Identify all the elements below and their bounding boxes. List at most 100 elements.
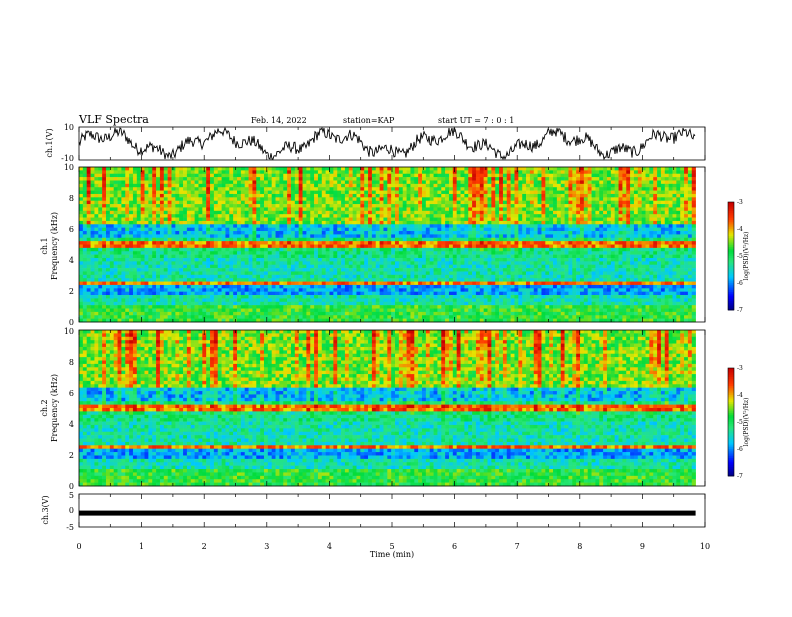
spectrogram-cell [186,180,192,185]
spectrogram-cell [506,227,511,232]
spectrogram-cell [576,244,581,249]
spectrogram-cell [298,254,303,259]
spectrogram-cell [252,204,257,208]
spectrogram-cell [121,193,126,198]
spectrogram-cell [213,261,219,266]
spectrogram-cell [541,254,546,259]
spectrogram-cell [167,170,172,175]
spectrogram-cell [472,244,477,249]
spectrogram-cell [314,234,319,239]
spectrogram-cell [448,200,454,205]
spectrogram-cell [175,227,180,232]
spectrogram-cell [252,261,257,266]
spectrogram-cell [576,200,581,205]
spectrogram-cell [186,167,192,171]
spectrogram-cell [414,261,419,266]
spectrogram-cell [664,177,669,181]
spectrogram-cell [144,193,149,198]
spectrogram-cell [506,173,511,178]
spectrogram-cell [564,234,569,239]
spectrogram-cell [352,204,357,208]
spectrogram-cell [418,170,423,175]
spectrogram-cell [460,217,465,222]
spectrogram-cell [244,190,249,195]
spectrogram-cell [572,180,577,185]
spectrogram-cell [630,217,635,222]
spectrogram-cell [522,217,527,222]
spectrogram-cell [626,210,631,215]
spectrogram-cell [156,231,161,235]
spectrogram-cell [136,231,141,235]
spectrogram-cell [572,177,577,181]
spectrogram-cell [383,244,388,249]
spectrogram-cell [213,193,219,198]
spectrogram-cell [603,204,608,208]
spectrogram-cell [125,224,130,228]
spectrogram-cell [167,268,172,272]
spectrogram-cell [456,193,461,198]
spectrogram-cell [206,254,211,259]
spectrogram-cell [510,244,515,249]
spectrogram-cell [491,231,496,235]
spectrogram-cell [117,200,122,205]
spectrogram-cell [271,177,276,181]
spectrogram-cell [383,207,388,212]
spectrogram-cell [271,210,276,215]
spectrogram-cell [267,197,272,201]
spectrogram-cell [248,217,253,222]
spectrogram-cell [329,197,334,201]
spectrogram-cell [79,200,84,205]
spectrogram-cell [244,193,249,198]
spectrogram-cell [275,193,280,198]
spectrogram-cell [287,214,292,218]
spectrogram-cell [518,210,523,215]
spectrogram-cell [618,254,623,259]
spectrogram-cell [441,247,446,252]
spectrogram-cell [637,264,642,269]
spectrogram-cell [171,173,176,178]
spectrogram-cell [287,167,292,171]
spectrogram-cell [113,197,118,201]
spectrogram-cell [248,264,253,269]
spectrogram-cell [456,177,461,181]
spectrogram-cell [580,177,585,181]
spectrogram-cell [368,254,373,259]
spectrogram-cell [587,224,592,228]
spectrogram-cell [421,183,427,188]
spectrogram-cell [637,257,642,262]
spectrogram-cell [637,237,642,242]
spectrogram-cell [684,231,689,235]
spectrogram-cell [645,220,650,225]
spectrogram-cell [244,234,249,239]
spectrogram-cell [591,254,596,259]
spectrogram-cell [522,237,527,242]
spectrogram-cell [502,193,508,198]
spectrogram-cell [283,251,288,255]
spectrogram-cell [572,217,577,222]
spectrogram-cell [271,220,276,225]
spectrogram-cell [221,224,226,228]
spectrogram-cell [290,227,296,232]
spectrogram-cell [159,257,165,262]
spectrogram-cell [360,227,365,232]
spectrogram-cell [653,217,658,222]
spectrogram-cell [475,224,481,228]
spectrogram-cell [479,187,484,191]
spectrogram-cell [564,187,569,191]
spectrogram-cell [549,220,554,225]
spectrogram-cell [533,177,538,181]
spectrogram-cell [610,180,615,185]
spectrogram-cell [290,180,296,185]
spectrogram-cell [564,220,569,225]
spectrogram-cell [445,254,450,259]
spectrogram-cell [441,170,446,175]
spectrogram-cell [541,190,546,195]
spectrogram-cell [402,190,407,195]
spectrogram-cell [279,227,284,232]
spectrogram-cell [684,193,689,198]
spectrogram-cell [271,241,276,245]
spectrogram-cell [117,234,122,239]
spectrogram-cell [275,254,280,259]
spectrogram-cell [240,204,246,208]
spectrogram-cell [183,177,188,181]
